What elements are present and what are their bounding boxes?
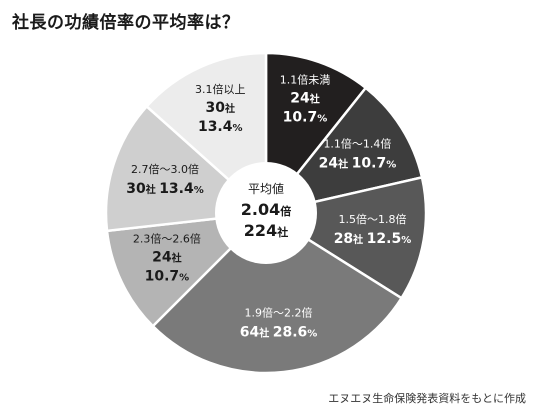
slice-percent-unit: %	[179, 273, 189, 284]
slice-range: 1.9倍～2.2倍	[245, 305, 313, 319]
slice-range: 1.5倍～1.8倍	[338, 212, 406, 226]
slice-range: 2.3倍～2.6倍	[133, 232, 201, 246]
pie-slice	[151, 211, 404, 375]
slice-count-percent: 30社 13.4%	[126, 181, 204, 197]
slice-label: 2.3倍～2.6倍	[133, 232, 201, 246]
center-total-value: 224	[244, 221, 277, 240]
slice-count-value: 24	[319, 156, 339, 172]
slice-count: 24社	[152, 250, 181, 266]
slice-count-unit: 社	[224, 102, 235, 115]
center-label: 平均値	[248, 181, 284, 196]
slice-count-unit: 社	[145, 183, 159, 196]
slice-count-unit: 社	[171, 252, 182, 265]
source-note: エヌエヌ生命保険発表資料をもとに作成	[328, 392, 526, 405]
center-average: 2.04倍	[241, 200, 291, 219]
slice-count-unit: 社	[352, 233, 366, 246]
slice-percent-unit: %	[401, 235, 411, 246]
slice-percent-value: 10.7	[283, 110, 318, 126]
slice-label: 1.1倍未満	[280, 73, 331, 87]
center-total-unit: 社	[276, 225, 288, 239]
slice-count: 30社	[206, 100, 235, 116]
slice-label: 1.1倍～1.4倍	[323, 137, 391, 151]
center-average-unit: 倍	[280, 204, 291, 218]
slice-count-percent: 28社 12.5%	[334, 231, 412, 247]
slice-percent-value: 10.7	[145, 269, 180, 285]
slice-label: 1.5倍～1.8倍	[338, 212, 406, 226]
slice-percent-unit: %	[307, 328, 317, 339]
slice-percent-value: 10.7	[352, 156, 387, 172]
chart-title: 社長の功績倍率の平均率は？	[12, 13, 240, 33]
slice-count: 24社	[290, 91, 319, 107]
slice-count-value: 30	[126, 181, 146, 197]
slice-count-value: 24	[152, 250, 172, 266]
slice-label: 3.1倍以上	[195, 82, 246, 96]
slice-percent-unit: %	[386, 160, 396, 171]
slice-label: 2.7倍～3.0倍	[131, 162, 199, 176]
slice-label: 1.9倍～2.2倍	[245, 305, 313, 319]
slice-count-value: 64	[240, 324, 260, 340]
slice-count-unit: 社	[309, 93, 320, 106]
slice-count-percent: 64社 28.6%	[240, 324, 318, 340]
slice-percent-value: 13.4	[198, 119, 233, 135]
slice-count-value: 30	[206, 100, 226, 116]
center-hole: 平均値 2.04倍 224社	[215, 162, 317, 264]
slice-percent-value: 12.5	[367, 231, 402, 247]
slice-percent-value: 28.6	[273, 324, 308, 340]
slice-percent-value: 13.4	[159, 181, 194, 197]
slice-range: 3.1倍以上	[195, 82, 246, 96]
slice-percent: 10.7%	[145, 269, 190, 285]
slice-count-unit: 社	[258, 326, 272, 339]
slice-range: 2.7倍～3.0倍	[131, 162, 199, 176]
slice-percent-unit: %	[233, 123, 243, 134]
slice-count-value: 28	[334, 231, 353, 247]
slice-count-unit: 社	[337, 158, 351, 171]
slice-percent: 10.7%	[283, 110, 328, 126]
center-circle	[215, 162, 317, 264]
center-total: 224社	[244, 221, 288, 240]
slice-count-percent: 24社 10.7%	[319, 156, 397, 172]
slice-range: 1.1倍～1.4倍	[323, 137, 391, 151]
slice-range: 1.1倍未満	[280, 73, 331, 87]
slice-percent-unit: %	[317, 114, 327, 125]
center-average-value: 2.04	[241, 200, 280, 219]
slice-percent: 13.4%	[198, 119, 243, 135]
slice-percent-unit: %	[194, 185, 204, 196]
slice-count-value: 24	[290, 91, 310, 107]
